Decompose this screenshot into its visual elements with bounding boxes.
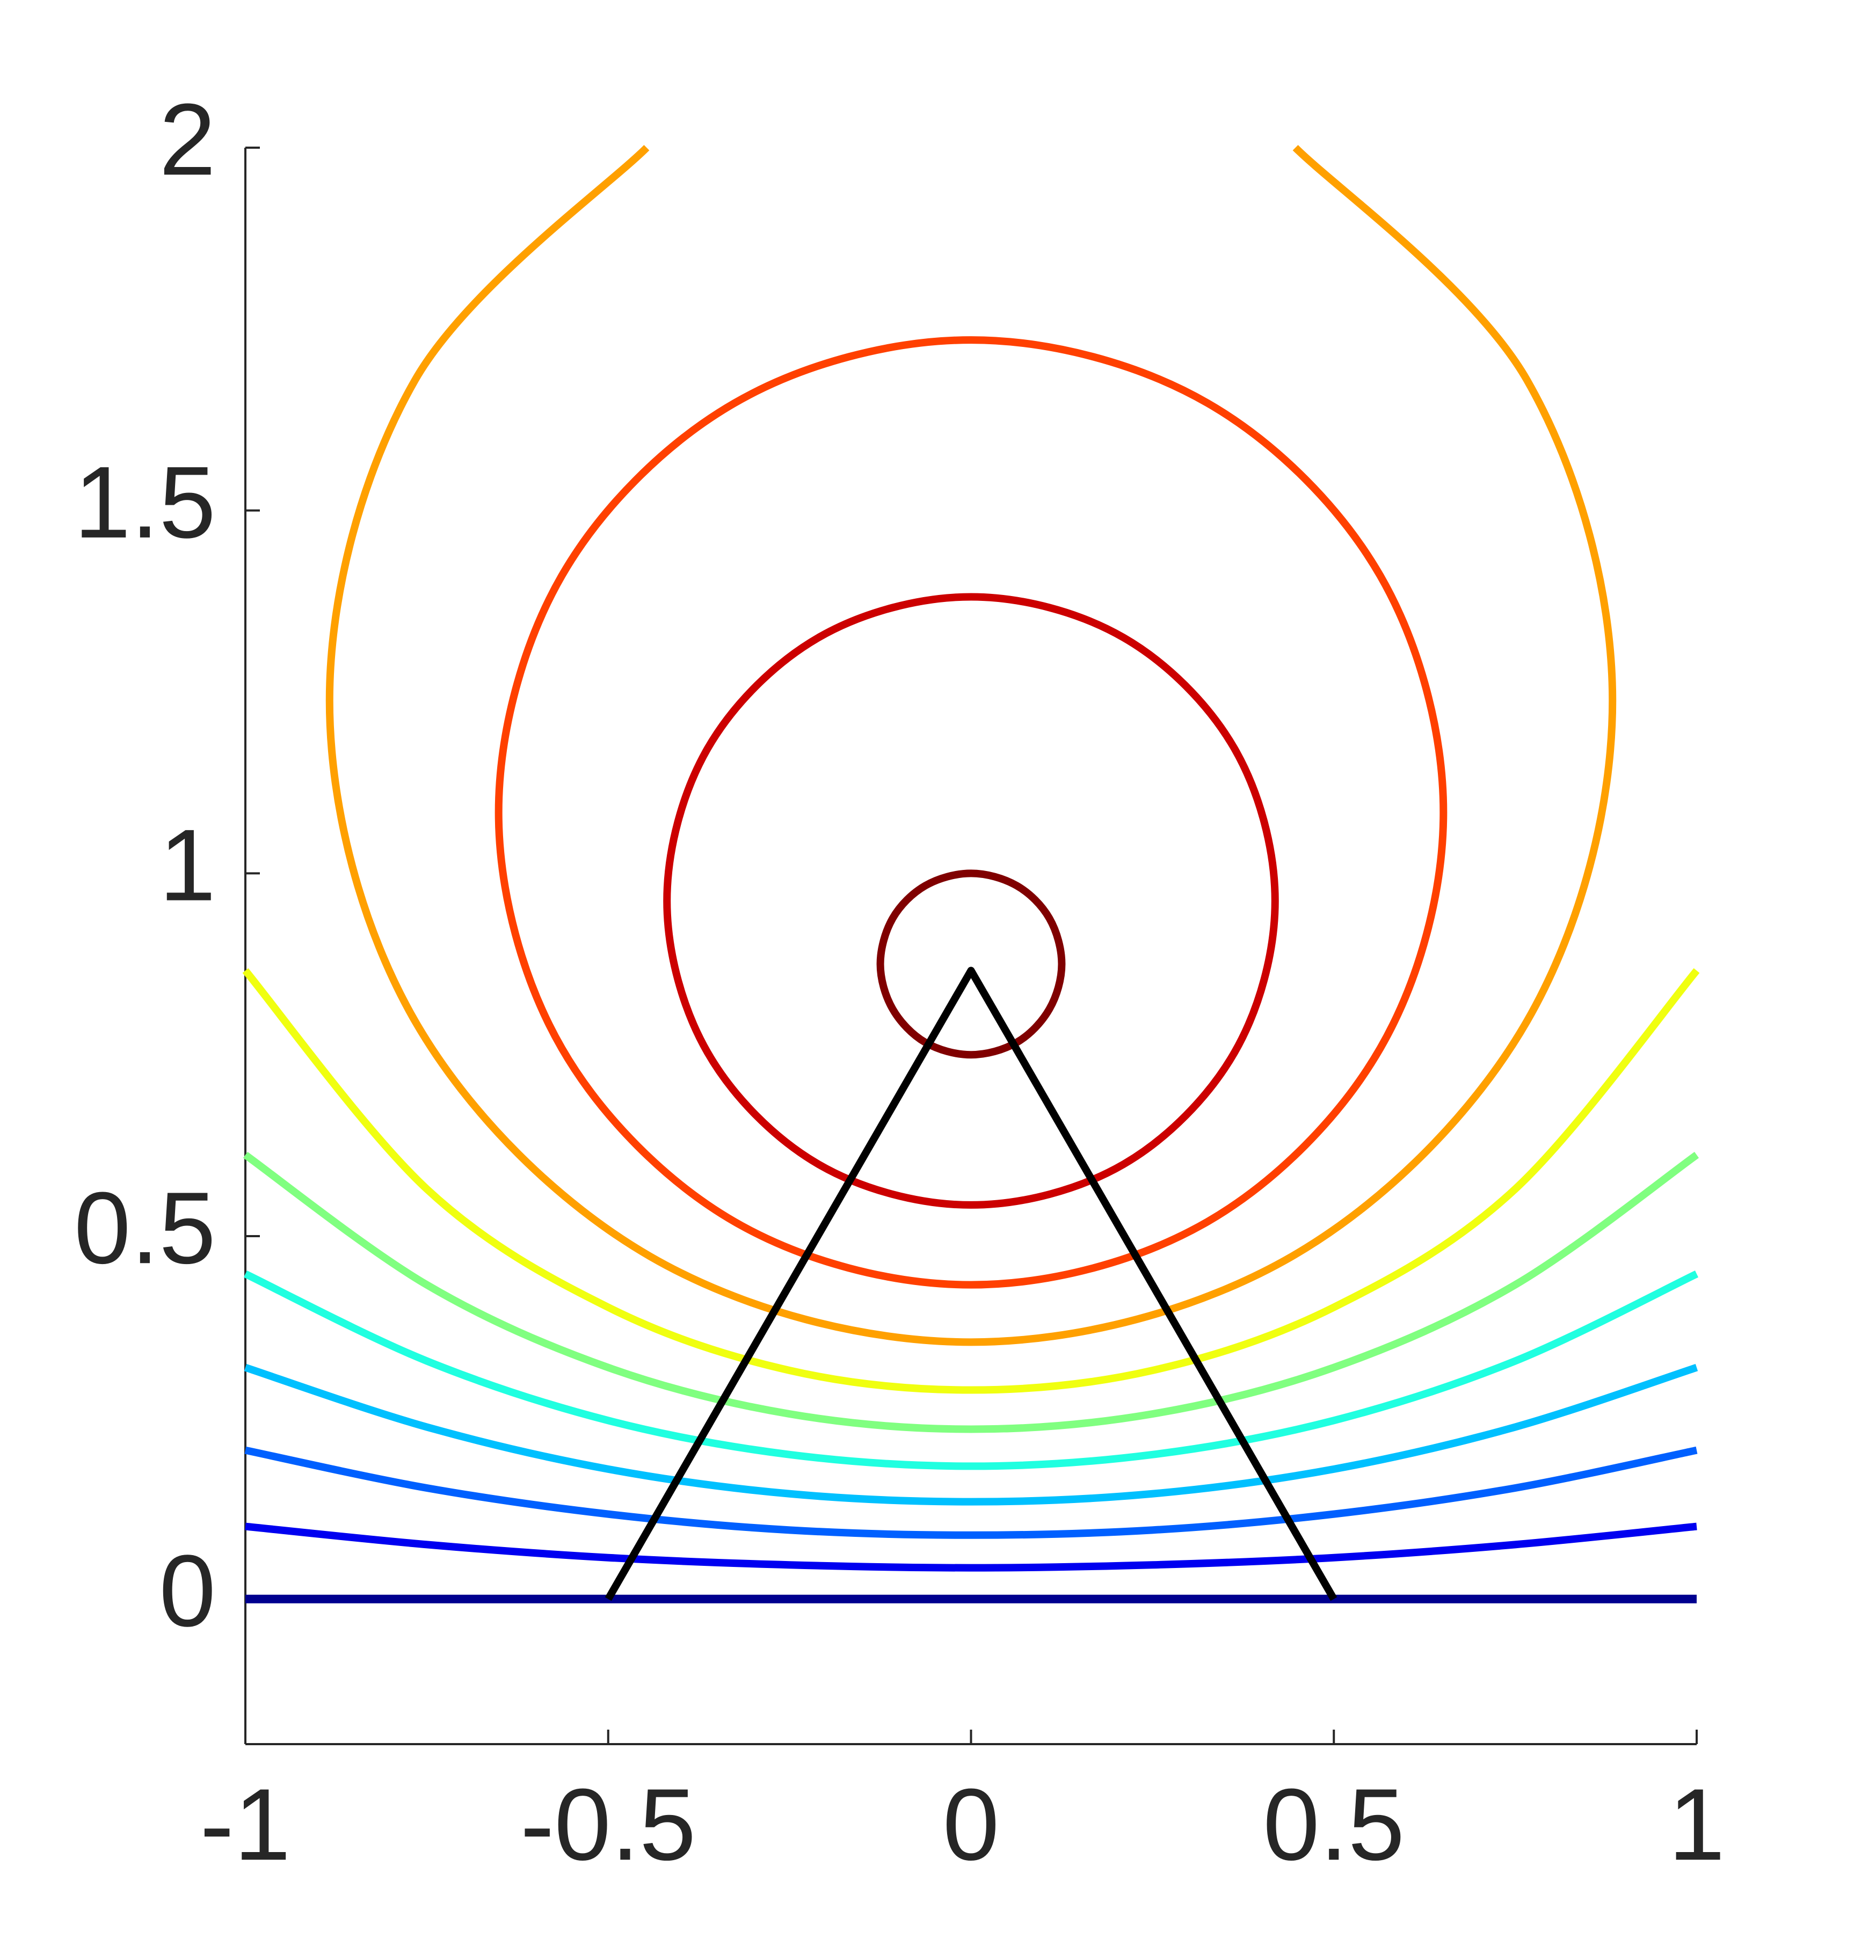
contour-line xyxy=(243,1151,1699,1433)
y-tick-label: 2 xyxy=(159,83,216,197)
contour-line xyxy=(325,145,1617,1346)
x-tick-label: -1 xyxy=(200,1768,291,1882)
contour-line xyxy=(663,593,1279,1209)
contour-line xyxy=(245,1522,1697,1572)
y-tick-label: 1.5 xyxy=(74,446,216,560)
x-tick-label: -0.5 xyxy=(520,1768,696,1882)
y-tick-label: 0.5 xyxy=(74,1171,216,1285)
x-tick-label: 1 xyxy=(1668,1768,1725,1882)
y-tick-label: 0 xyxy=(159,1534,216,1648)
contour-line xyxy=(243,1271,1699,1470)
y-tick-label: 1 xyxy=(159,809,216,923)
x-tick-label: 0.5 xyxy=(1263,1768,1405,1882)
contour-line xyxy=(495,336,1448,1289)
contour-line xyxy=(242,968,1700,1394)
contour-line xyxy=(244,1363,1698,1506)
contour-line xyxy=(244,1446,1698,1539)
contour-line xyxy=(605,967,1337,1601)
x-tick-label: 0 xyxy=(943,1768,1000,1882)
